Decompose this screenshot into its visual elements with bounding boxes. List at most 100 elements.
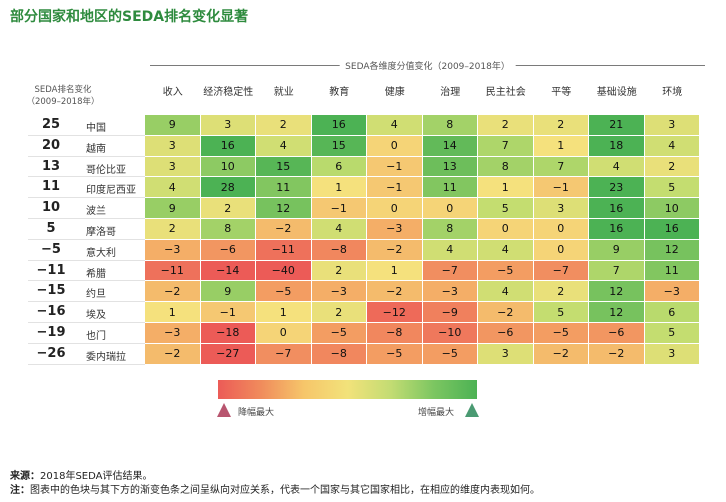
heatmap-cell: 3 [644, 115, 700, 136]
heatmap-cell: 3 [478, 343, 534, 365]
heatmap-cell: −3 [145, 239, 201, 261]
rank-change-value: −19 [36, 325, 66, 340]
heatmap-cell: 3 [200, 115, 256, 136]
decrease-triangle-icon [217, 403, 231, 417]
heatmap-cell: 3 [145, 156, 201, 178]
column-header: 民主社会 [485, 87, 526, 98]
heatmap-cell: 11 [256, 177, 312, 199]
heatmap-cell: −3 [422, 281, 478, 303]
heatmap-cell: −11 [256, 239, 312, 261]
heatmap-cell: 12 [256, 198, 312, 219]
heatmap-cell: 1 [367, 260, 423, 282]
rank-change-value: −15 [36, 283, 66, 299]
heatmap-cell: −6 [478, 323, 534, 344]
column-header: 平等 [551, 87, 572, 98]
country-label: 希腊 [86, 268, 106, 280]
legend-gradient-bar [218, 380, 477, 399]
heatmap-cell: 5 [644, 323, 700, 344]
note-label: 注： [10, 485, 30, 496]
heatmap-cell: 1 [256, 302, 312, 323]
rank-change-value: −5 [41, 241, 61, 257]
heatmap-cell: 16 [644, 219, 700, 240]
heatmap-cell: −11 [145, 260, 201, 282]
heatmap-cell: −7 [256, 343, 312, 365]
heatmap-cell: 2 [311, 260, 367, 282]
heatmap-cell: 3 [533, 198, 589, 219]
heatmap-cell: −3 [145, 323, 201, 344]
row-divider [28, 342, 145, 344]
heatmap-cell: 7 [533, 156, 589, 178]
heatmap-cell: 4 [422, 239, 478, 261]
heatmap-cell: −5 [256, 281, 312, 303]
heatmap-cell: 8 [422, 115, 478, 136]
heatmap-cell: 0 [533, 219, 589, 240]
heatmap-cell: −3 [367, 219, 423, 240]
heatmap-cell: 4 [367, 115, 423, 136]
heatmap-cell: 1 [145, 302, 201, 323]
heatmap-cell: 7 [589, 260, 645, 282]
column-header: 健康 [384, 87, 405, 98]
heatmap-cell: 8 [200, 219, 256, 240]
heatmap-cell: 2 [311, 302, 367, 323]
column-header: 基础设施 [596, 87, 637, 98]
heatmap-cell: 4 [644, 135, 700, 157]
legend-low-label: 降幅最大 [238, 408, 275, 418]
rank-change-value: −16 [36, 304, 66, 320]
heatmap-cell: 5 [533, 302, 589, 323]
country-label: 波兰 [86, 206, 106, 218]
row-divider [28, 259, 145, 261]
heatmap-cell: −18 [200, 323, 256, 344]
heatmap-cell: 1 [478, 177, 534, 199]
heatmap-cell: −6 [200, 239, 256, 261]
heatmap-cell: −9 [422, 302, 478, 323]
row-divider [28, 218, 145, 219]
heatmap-cell: −2 [589, 343, 645, 365]
heatmap-cell: 21 [589, 115, 645, 136]
heatmap-cell: −1 [367, 156, 423, 178]
heatmap-cell: 12 [644, 239, 700, 261]
heatmap-cell: −1 [200, 302, 256, 323]
heatmap-cell: −7 [533, 260, 589, 282]
country-label: 埃及 [86, 310, 106, 322]
heatmap-cell: 4 [311, 219, 367, 240]
legend-high-label: 增幅最大 [418, 408, 455, 418]
country-label: 印度尼西亚 [86, 185, 136, 197]
column-header: 治理 [440, 87, 461, 98]
rank-change-header: SEDA排名变化 （2009–2018年） [18, 84, 108, 108]
rank-change-header-line1: SEDA排名变化 [34, 85, 92, 95]
column-header: 教育 [329, 87, 350, 98]
rank-change-value: 10 [41, 200, 61, 216]
heatmap-cell: 15 [256, 156, 312, 178]
country-label: 中国 [86, 123, 106, 134]
heatmap-cell: 2 [533, 115, 589, 136]
heatmap-cell: −40 [256, 260, 312, 282]
heatmap-cell: 0 [422, 198, 478, 219]
heatmap-cell: −7 [422, 260, 478, 282]
heatmap-cell: 3 [145, 135, 201, 157]
heatmap-cell: −5 [533, 323, 589, 344]
country-label: 摩洛哥 [86, 227, 116, 238]
heatmap-cell: 23 [589, 177, 645, 199]
heatmap-cell: −27 [200, 343, 256, 365]
row-divider [28, 155, 145, 157]
heatmap-cell: −12 [367, 302, 423, 323]
row-divider [28, 134, 145, 136]
country-label: 哥伦比亚 [86, 164, 126, 176]
note-line: 注：图表中的色块与其下方的渐变色条之间呈纵向对应关系，代表一个国家与其它国家相比… [10, 481, 540, 496]
heatmap-cell: −8 [311, 343, 367, 365]
heatmap-cell: 9 [145, 198, 201, 219]
heatmap-cell: −3 [311, 281, 367, 303]
rank-change-value: 13 [41, 158, 61, 174]
heatmap-cell: −1 [311, 198, 367, 219]
heatmap-cell: 13 [422, 156, 478, 178]
rank-change-value: −26 [36, 345, 66, 361]
heatmap-cell: 4 [256, 135, 312, 157]
heatmap-cell: 8 [478, 156, 534, 178]
column-header: 环境 [662, 87, 683, 98]
heatmap-cell: 6 [311, 156, 367, 178]
dimension-span-header: SEDA各维度分值变化（2009–2018年） [150, 59, 705, 73]
row-divider [28, 280, 145, 282]
heatmap-cell: −5 [422, 343, 478, 365]
heatmap-cell: −8 [311, 239, 367, 261]
heatmap-cell: 16 [589, 219, 645, 240]
